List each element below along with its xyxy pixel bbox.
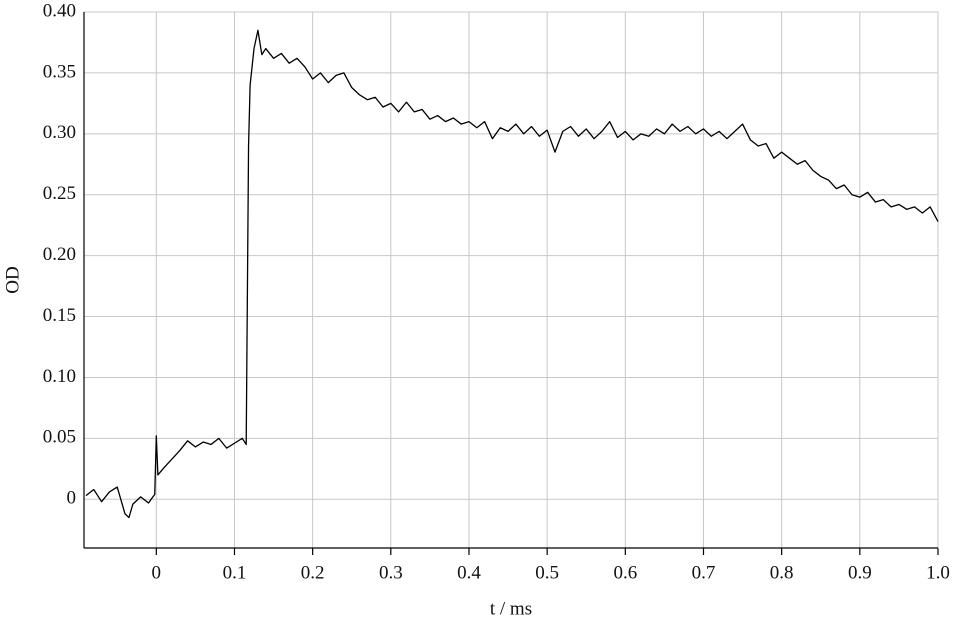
x-tick-label: 0.1 [223, 562, 247, 583]
y-axis-label: OD [2, 266, 23, 293]
x-tick-label: 1.0 [926, 562, 950, 583]
x-tick-label: 0.4 [457, 562, 481, 583]
x-tick-label: 0.7 [692, 562, 716, 583]
x-tick-label: 0.2 [301, 562, 325, 583]
plot-frame [83, 11, 939, 549]
y-tick-label: 0.40 [43, 0, 76, 21]
y-tick-label: 0.05 [43, 427, 76, 448]
x-tick-label: 0 [152, 562, 162, 583]
x-tick-label: 0.3 [379, 562, 403, 583]
x-tick-label: 0.8 [770, 562, 794, 583]
y-tick-label: 0 [67, 488, 77, 509]
y-tick-label: 0.15 [43, 305, 76, 326]
data-line [85, 29, 939, 519]
x-tick-label: 0.9 [848, 562, 872, 583]
y-tick-label: 0.30 [43, 122, 76, 143]
y-tick-label: 0.35 [43, 61, 76, 82]
y-tick-label: 0.25 [43, 183, 76, 204]
y-tick-label: 0.20 [43, 244, 76, 265]
x-tick-label: 0.5 [535, 562, 559, 583]
y-tick-label: 0.10 [43, 366, 76, 387]
x-axis-label: t / ms [490, 598, 532, 619]
x-tick-label: 0.6 [613, 562, 637, 583]
